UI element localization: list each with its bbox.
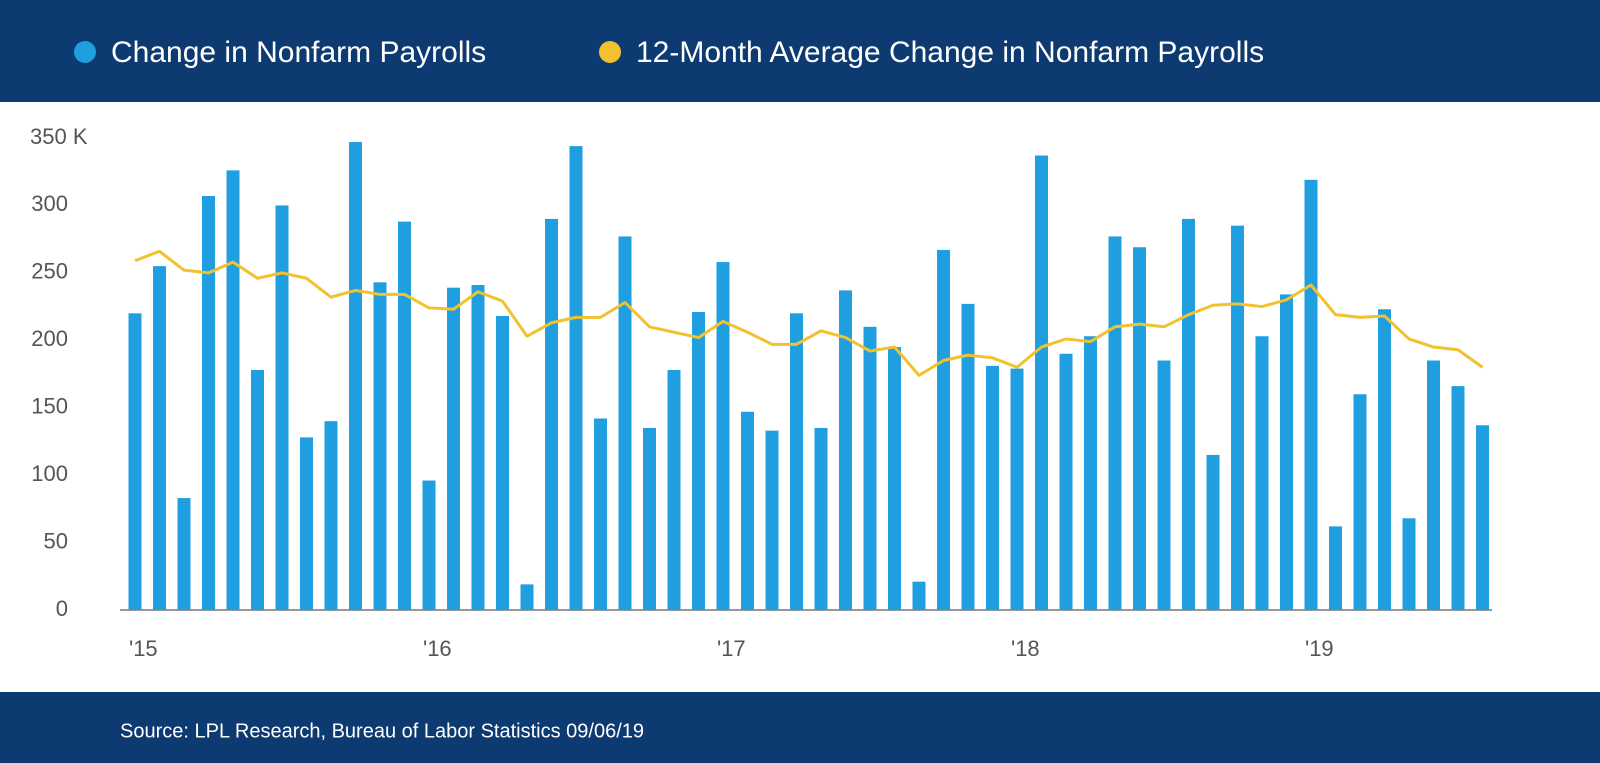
bar bbox=[422, 480, 436, 610]
y-tick-label: 300 bbox=[31, 191, 68, 216]
bar bbox=[545, 218, 558, 610]
legend-swatch bbox=[74, 41, 96, 63]
bar bbox=[520, 584, 534, 610]
y-tick-label: 150 bbox=[31, 394, 68, 419]
y-tick-label: 100 bbox=[31, 461, 68, 486]
y-tick-label: 0 bbox=[56, 596, 68, 621]
bar bbox=[324, 421, 338, 610]
bar bbox=[1402, 518, 1416, 610]
source: Source: LPL Research, Bureau of Labor St… bbox=[120, 720, 644, 742]
bar bbox=[692, 311, 705, 610]
bar bbox=[765, 430, 779, 610]
bar bbox=[1304, 179, 1318, 610]
bar bbox=[1231, 225, 1244, 610]
bar bbox=[618, 236, 632, 610]
bar bbox=[1059, 353, 1073, 610]
bar bbox=[1010, 368, 1024, 610]
x-tick-label: '18 bbox=[1011, 636, 1040, 661]
header-band bbox=[0, 0, 1600, 102]
bar bbox=[177, 498, 191, 610]
bar bbox=[569, 146, 583, 610]
bar bbox=[1035, 155, 1048, 610]
bar bbox=[1182, 218, 1195, 610]
bar bbox=[153, 266, 166, 610]
bar bbox=[202, 195, 215, 610]
bar bbox=[643, 427, 656, 610]
bar bbox=[373, 282, 387, 610]
bar bbox=[1206, 454, 1220, 610]
bar bbox=[275, 205, 289, 610]
bar bbox=[1108, 236, 1122, 610]
bar bbox=[863, 326, 877, 610]
bar bbox=[349, 142, 362, 610]
bar bbox=[1133, 247, 1146, 610]
y-tick-label: 350 K bbox=[30, 124, 88, 149]
legend-label: Change in Nonfarm Payrolls bbox=[111, 36, 486, 69]
bar bbox=[1157, 360, 1171, 610]
x-tick-label: '19 bbox=[1305, 636, 1334, 661]
x-tick-label: '15 bbox=[129, 636, 158, 661]
y-tick-label: 50 bbox=[44, 528, 68, 553]
bar bbox=[1255, 336, 1269, 610]
bar bbox=[839, 290, 852, 610]
bar bbox=[1476, 425, 1489, 610]
bar bbox=[594, 418, 607, 610]
bar bbox=[471, 284, 485, 610]
bar bbox=[716, 262, 730, 610]
bar bbox=[1084, 336, 1097, 610]
bar bbox=[986, 365, 999, 610]
bar bbox=[496, 316, 509, 610]
bar bbox=[1427, 360, 1440, 610]
y-tick-label: 200 bbox=[31, 326, 68, 351]
bar bbox=[128, 313, 142, 610]
legend-label: 12-Month Average Change in Nonfarm Payro… bbox=[636, 36, 1264, 69]
line bbox=[134, 249, 1484, 377]
x-tick-label: '16 bbox=[423, 636, 452, 661]
y-tick-label: 250 bbox=[31, 259, 68, 284]
footer-band bbox=[0, 692, 1600, 763]
bar bbox=[667, 369, 681, 610]
bar bbox=[447, 287, 460, 610]
bar bbox=[888, 347, 901, 610]
legend-swatch bbox=[599, 41, 621, 63]
bar bbox=[937, 249, 950, 610]
bar bbox=[1353, 394, 1367, 610]
bar bbox=[741, 411, 754, 610]
bar bbox=[251, 369, 264, 610]
bar bbox=[226, 170, 240, 610]
bar bbox=[300, 437, 313, 610]
x-tick-label: '17 bbox=[717, 636, 746, 661]
bar bbox=[1378, 309, 1391, 610]
bar bbox=[912, 581, 926, 610]
bar bbox=[961, 303, 975, 610]
bar bbox=[1280, 294, 1293, 610]
bar bbox=[790, 313, 803, 610]
bar bbox=[1329, 526, 1342, 610]
bar bbox=[1451, 386, 1465, 610]
bar bbox=[814, 427, 828, 610]
bar bbox=[398, 221, 411, 610]
